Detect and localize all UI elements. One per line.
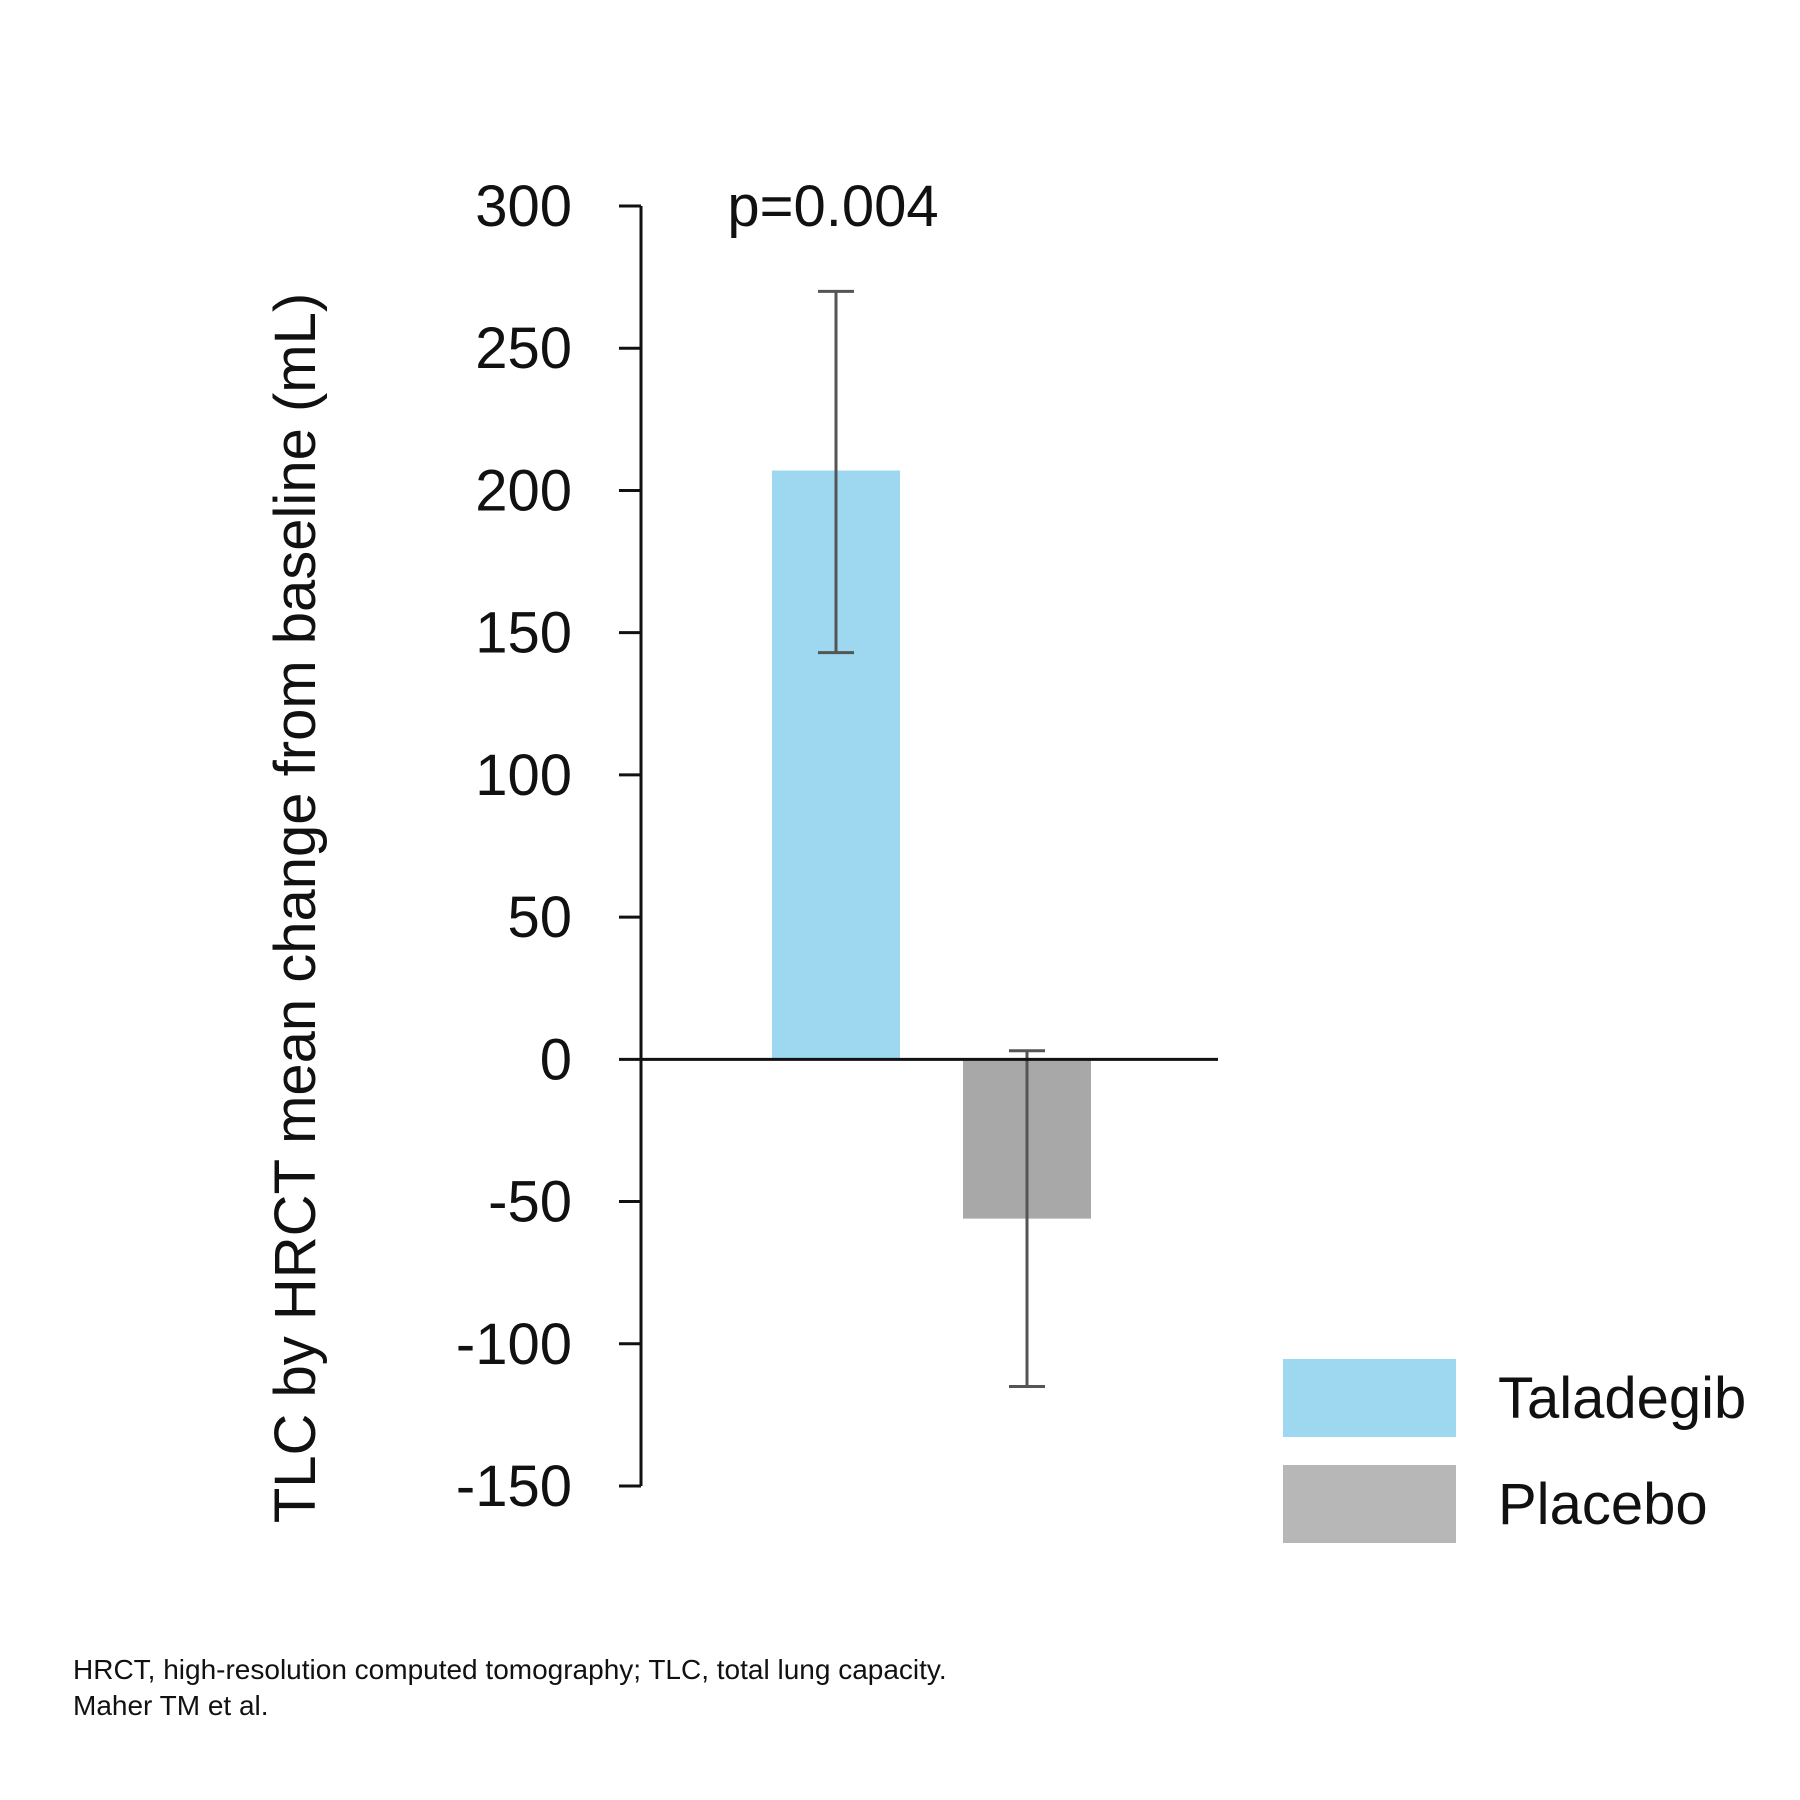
- y-tick-label: -50: [488, 1170, 572, 1235]
- legend-swatch-placebo: [1283, 1465, 1456, 1543]
- y-tick-label: 100: [475, 743, 572, 808]
- y-tick-label: -100: [456, 1312, 572, 1377]
- bars: [772, 470, 1091, 1219]
- y-tick-label: 300: [475, 174, 572, 239]
- error-bars: [818, 289, 1045, 1388]
- legend-label-placebo: Placebo: [1498, 1472, 1708, 1537]
- y-tick-label: 150: [475, 601, 572, 666]
- y-tick-label: -150: [456, 1454, 572, 1519]
- y-tick-label: 250: [475, 316, 572, 381]
- footnote-line-abbreviations: HRCT, high-resolution computed tomograph…: [73, 1654, 947, 1685]
- y-tick-label: 50: [507, 885, 572, 950]
- legend: Taladegib Placebo: [1283, 1359, 1746, 1543]
- y-axis: 300 250 200 150 100 50 0 -50 -100 -150: [456, 174, 643, 1519]
- footnote-line-citation: Maher TM et al.: [73, 1690, 269, 1721]
- p-value-annotation: p=0.004: [727, 174, 938, 239]
- legend-label-taladegib: Taladegib: [1498, 1366, 1746, 1431]
- legend-swatch-taladegib: [1283, 1359, 1456, 1437]
- footnote: HRCT, high-resolution computed tomograph…: [73, 1652, 947, 1724]
- y-axis-title: TLC by HRCT mean change from baseline (m…: [263, 293, 328, 1523]
- y-tick-label: 200: [475, 458, 572, 523]
- y-tick-label: 0: [540, 1027, 572, 1092]
